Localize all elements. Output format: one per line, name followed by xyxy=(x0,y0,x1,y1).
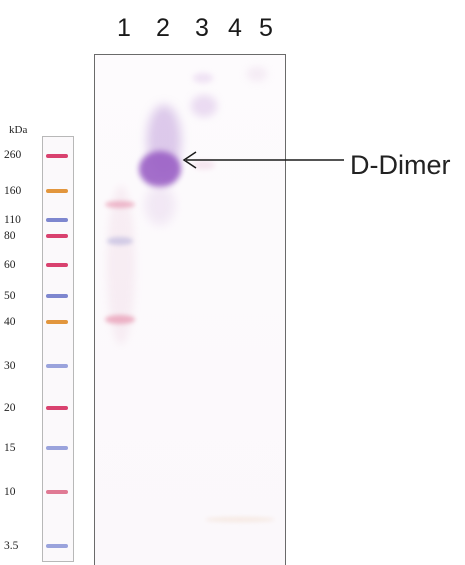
marker-size-label: 40 xyxy=(4,316,16,328)
marker-size-label: 80 xyxy=(4,230,16,242)
lane-1-band xyxy=(107,237,133,245)
lane-number-4: 4 xyxy=(228,14,242,42)
marker-size-label: 3.5 xyxy=(4,540,19,552)
ladder-band-50 xyxy=(46,294,68,298)
ladder-band-15 xyxy=(46,446,68,450)
ladder-band-30 xyxy=(46,364,68,368)
marker-size-label: 110 xyxy=(4,214,21,226)
marker-unit-label: kDa xyxy=(9,124,28,136)
d-dimer-band xyxy=(139,151,181,187)
marker-size-label: 15 xyxy=(4,442,16,454)
ladder-band-40 xyxy=(46,320,68,324)
ladder-band-60 xyxy=(46,263,68,267)
lane-3-band xyxy=(193,73,213,83)
lane-3-band xyxy=(193,161,215,169)
ladder-band-3-5 xyxy=(46,544,68,548)
lane-1-band xyxy=(105,201,135,208)
lane-number-2: 2 xyxy=(156,14,170,42)
marker-size-label: 20 xyxy=(4,402,16,414)
ladder-band-20 xyxy=(46,406,68,410)
lane-number-1: 1 xyxy=(117,14,131,42)
lane-3-band xyxy=(191,95,217,117)
lane-5-spot xyxy=(247,67,267,81)
marker-size-label: 60 xyxy=(4,259,16,271)
marker-size-label: 10 xyxy=(4,486,16,498)
lane-number-5: 5 xyxy=(259,14,273,42)
marker-size-label: 50 xyxy=(4,290,16,302)
marker-size-label: 30 xyxy=(4,360,16,372)
ladder-band-80 xyxy=(46,234,68,238)
ladder-band-260 xyxy=(46,154,68,158)
protein-ladder xyxy=(42,136,74,562)
lane-1-smear xyxy=(107,185,135,345)
bottom-faint-band xyxy=(205,517,275,522)
ladder-band-110 xyxy=(46,218,68,222)
lane-2-lower-smear xyxy=(145,185,175,225)
d-dimer-label: D-Dimer xyxy=(350,150,451,180)
lane-number-3: 3 xyxy=(195,14,209,42)
blot-membrane xyxy=(94,54,286,565)
marker-size-label: 160 xyxy=(4,185,22,197)
ladder-band-10 xyxy=(46,490,68,494)
marker-size-label: 260 xyxy=(4,149,22,161)
lane-1-band xyxy=(105,315,135,324)
ladder-band-160 xyxy=(46,189,68,193)
